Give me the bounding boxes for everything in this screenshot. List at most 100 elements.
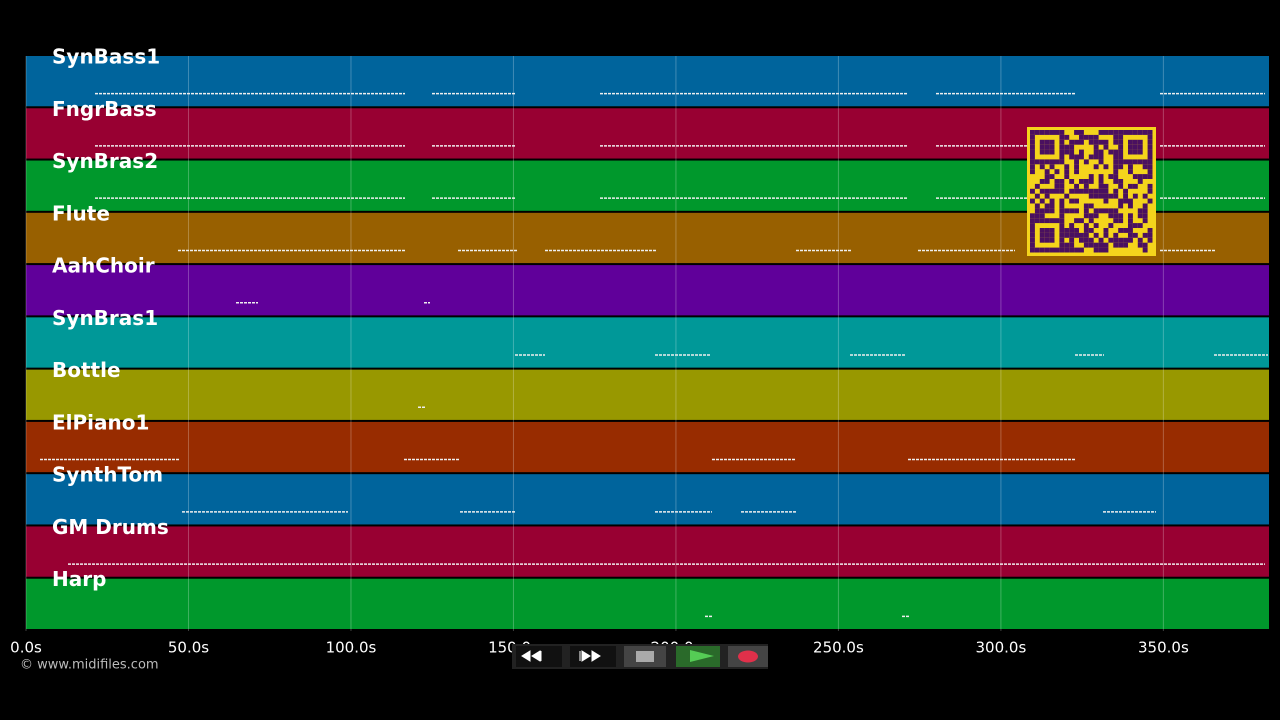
- qr-module: [1064, 242, 1070, 248]
- qr-module: [1059, 130, 1065, 135]
- qr-module: [1074, 183, 1079, 189]
- qr-module: [1049, 228, 1055, 233]
- qr-module: [1113, 242, 1119, 248]
- qr-module: [1103, 164, 1109, 170]
- qr-module: [1098, 183, 1104, 189]
- qr-module: [1093, 188, 1099, 194]
- qr-module: [1079, 139, 1084, 145]
- qr-module: [1098, 242, 1104, 248]
- qr-module: [1093, 193, 1099, 199]
- qr-module: [1128, 144, 1133, 150]
- qr-module: [1034, 183, 1040, 189]
- time-tick-label: 350.0s: [1138, 639, 1189, 657]
- track-row: [26, 578, 1269, 629]
- qr-module: [1039, 213, 1045, 219]
- qr-module: [1128, 130, 1133, 135]
- qr-module: [1069, 223, 1075, 228]
- qr-module: [1088, 154, 1094, 160]
- qr-module: [1083, 242, 1089, 248]
- track-label: AahChoir: [52, 254, 155, 278]
- qr-module: [1142, 130, 1148, 135]
- qr-module: [1044, 232, 1050, 238]
- qr-module: [1137, 174, 1143, 179]
- qr-module: [1030, 237, 1035, 243]
- qr-module: [1113, 179, 1119, 184]
- track-label: SynBass1: [52, 45, 160, 69]
- qr-module: [1132, 183, 1138, 189]
- qr-module: [1142, 232, 1148, 238]
- qr-module: [1039, 164, 1045, 170]
- qr-module: [1044, 247, 1050, 253]
- qr-module: [1083, 188, 1089, 194]
- qr-module: [1128, 169, 1133, 175]
- transport-controls: [512, 644, 768, 669]
- stop-button[interactable]: [624, 646, 666, 667]
- qr-module: [1069, 154, 1075, 160]
- qr-module: [1044, 228, 1050, 233]
- qr-module: [1054, 188, 1060, 194]
- qr-module: [1098, 159, 1104, 165]
- qr-module: [1142, 242, 1148, 248]
- qr-module: [1064, 144, 1070, 150]
- qr-module: [1123, 130, 1128, 135]
- qr-module: [1098, 179, 1104, 184]
- forward-button[interactable]: [570, 646, 616, 667]
- qr-module: [1034, 208, 1040, 214]
- track-row: [26, 526, 1269, 577]
- qr-module: [1088, 134, 1094, 140]
- qr-module: [1088, 193, 1094, 199]
- qr-module: [1049, 208, 1055, 214]
- qr-module: [1147, 169, 1153, 175]
- qr-module: [1054, 247, 1060, 253]
- qr-module: [1030, 154, 1035, 160]
- qr-module: [1039, 149, 1045, 155]
- qr-module: [1123, 228, 1128, 233]
- qr-module: [1059, 237, 1065, 243]
- qr-module: [1118, 139, 1124, 145]
- track-row: [26, 369, 1269, 420]
- qr-module: [1054, 183, 1060, 189]
- qr-module: [1074, 188, 1079, 194]
- qr-module: [1093, 247, 1099, 253]
- qr-module: [1147, 164, 1153, 170]
- qr-module: [1147, 130, 1153, 135]
- qr-module: [1123, 193, 1128, 199]
- qr-module: [1030, 218, 1035, 224]
- qr-module: [1113, 208, 1119, 214]
- track-label: SynBras2: [52, 149, 158, 173]
- qr-module: [1132, 223, 1138, 228]
- qr-module: [1059, 159, 1065, 165]
- qr-module: [1074, 130, 1079, 135]
- qr-module: [1142, 218, 1148, 224]
- rewind-button[interactable]: [516, 646, 562, 667]
- qr-module: [1079, 179, 1084, 184]
- qr-module: [1113, 232, 1119, 238]
- qr-module: [1034, 218, 1040, 224]
- record-button[interactable]: [728, 646, 768, 667]
- qr-module: [1103, 188, 1109, 194]
- qr-module: [1054, 159, 1060, 165]
- qr-module: [1064, 174, 1070, 179]
- qr-module: [1044, 130, 1050, 135]
- qr-module: [1132, 144, 1138, 150]
- qr-module: [1093, 154, 1099, 160]
- qr-module: [1064, 232, 1070, 238]
- play-button[interactable]: [676, 646, 720, 667]
- qr-module: [1118, 203, 1124, 209]
- qr-module: [1142, 203, 1148, 209]
- qr-module: [1088, 237, 1094, 243]
- qr-module: [1137, 208, 1143, 214]
- qr-module: [1054, 130, 1060, 135]
- qr-module: [1079, 218, 1084, 224]
- qr-module: [1039, 198, 1045, 204]
- qr-module: [1059, 208, 1065, 214]
- qr-module: [1147, 139, 1153, 145]
- qr-module: [1128, 139, 1133, 145]
- qr-module: [1137, 139, 1143, 145]
- qr-module: [1118, 198, 1124, 204]
- qr-module: [1108, 149, 1114, 155]
- qr-module: [1137, 159, 1143, 165]
- qr-module: [1030, 159, 1035, 165]
- qr-module: [1123, 188, 1128, 194]
